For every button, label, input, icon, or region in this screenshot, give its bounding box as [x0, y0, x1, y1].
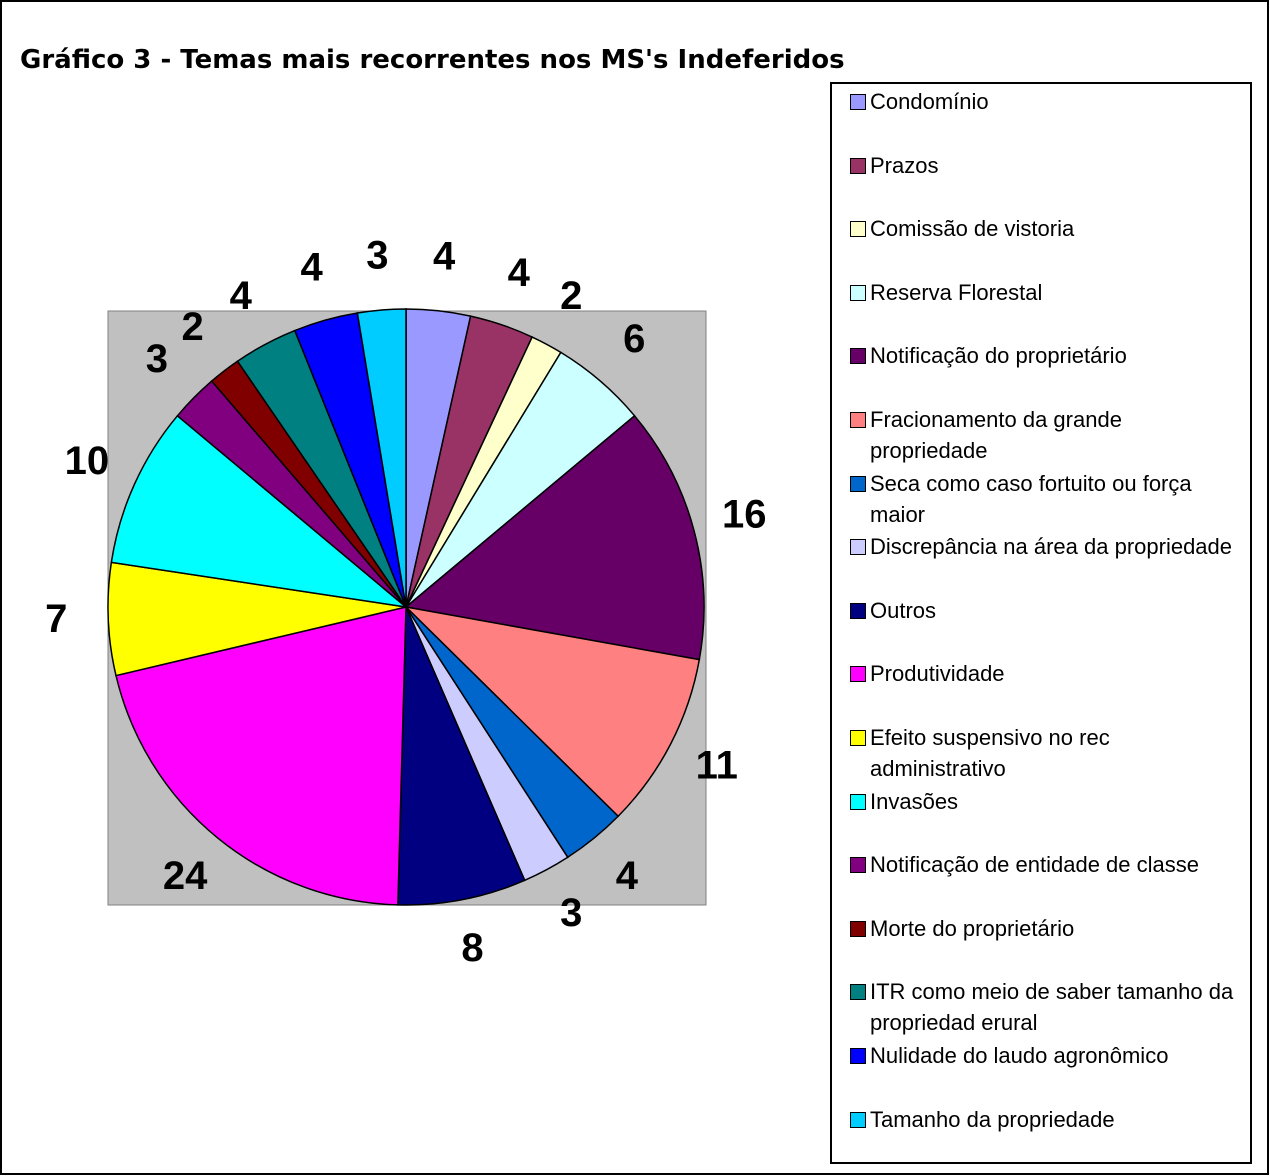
legend-swatch [850, 1048, 866, 1064]
data-label: 16 [722, 493, 767, 537]
legend-entry: Prazos [850, 150, 1245, 181]
legend-swatch [850, 412, 866, 428]
legend-entry: Seca como caso fortuito ou força maior [850, 468, 1245, 530]
data-label: 4 [616, 854, 639, 898]
legend-entry: Nulidade do laudo agronômico [850, 1040, 1245, 1071]
legend-label: Notificação do proprietário [870, 343, 1127, 369]
data-label: 10 [65, 439, 110, 483]
legend-label: Prazos [870, 152, 939, 178]
legend-swatch [850, 666, 866, 683]
legend-entry: Discrepância na área da propriedade [850, 531, 1245, 562]
pie-slice [403, 605, 701, 818]
data-label: 24 [163, 854, 208, 898]
legend-entry: Outros [850, 595, 1245, 626]
legend-swatch [850, 793, 866, 810]
legend-label: Efeito suspensivo no rec administrativo [870, 725, 1110, 781]
legend-label: Fracionamento da grande propriedade [870, 407, 1122, 463]
legend-swatch [850, 157, 866, 174]
legend-swatch [850, 602, 866, 619]
legend-label: Reserva Florestal [870, 279, 1043, 305]
data-label: 6 [623, 317, 645, 361]
legend-label: ITR como meio de saber tamanho da propri… [870, 979, 1234, 1036]
data-label: 3 [560, 891, 582, 935]
legend-swatch [850, 730, 866, 746]
legend-swatch [850, 857, 866, 874]
data-label: 8 [461, 926, 483, 970]
legend-entry: Produtividade [850, 658, 1245, 689]
legend-entry: Morte do proprietário [850, 913, 1245, 944]
legend-entry: Comissão de vistoria [850, 213, 1245, 244]
data-label: 4 [433, 235, 456, 279]
legend-swatch [850, 348, 866, 365]
legend-swatch [850, 284, 866, 301]
legend-entry: Condomínio [850, 86, 1245, 117]
legend-entry: Tamanho da propriedade [850, 1104, 1245, 1135]
data-label: 11 [696, 744, 738, 788]
legend-swatch [850, 94, 866, 110]
legend-label: Seca como caso fortuito ou força maior [870, 470, 1192, 527]
legend-label: Morte do proprietário [870, 915, 1075, 941]
legend-label: Invasões [870, 788, 959, 814]
pie-slice [356, 308, 407, 608]
legend-label: Nulidade do laudo agronômico [870, 1043, 1169, 1068]
chart-title: Gráfico 3 - Temas mais recorrentes nos M… [20, 45, 845, 75]
data-label: 4 [508, 251, 531, 295]
legend-label: Tamanho da propriedade [870, 1106, 1115, 1132]
legend-swatch [850, 539, 866, 556]
legend-label: Condomínio [870, 89, 989, 114]
legend: Condomínio Prazos Comissão de vistoria Rese… [830, 82, 1252, 1164]
legend-swatch [850, 221, 866, 238]
legend-entry: Fracionamento da grande propriedade [850, 404, 1245, 466]
pie-slice [397, 606, 526, 906]
pie-slice [115, 606, 407, 906]
pie-slice [110, 414, 409, 609]
data-label: 3 [146, 337, 168, 381]
legend-entry: ITR como meio de saber tamanho da propri… [850, 976, 1245, 1038]
legend-entry: Notificação do proprietário [850, 340, 1245, 371]
legend-label: Produtividade [870, 661, 1005, 687]
data-label: 3 [366, 234, 388, 278]
data-label: 7 [45, 597, 67, 641]
data-label: 2 [181, 305, 203, 349]
data-label: 4 [300, 246, 323, 290]
legend-entry: Notificação de entidade de classe [850, 849, 1245, 880]
legend-label: Outros [870, 597, 937, 623]
data-label: 2 [560, 274, 582, 318]
legend-swatch [850, 475, 866, 492]
legend-entry: Efeito suspensivo no rec administrativo [850, 722, 1245, 784]
legend-swatch [850, 984, 866, 1001]
legend-label: Comissão de vistoria [870, 216, 1075, 242]
pie-slice [404, 414, 705, 661]
legend-swatch [850, 1111, 866, 1128]
legend-label: Discrepância na área da propriedade [870, 534, 1233, 560]
data-label: 4 [230, 274, 253, 318]
legend-entry: Invasões [850, 786, 1245, 817]
legend-label: Notificação de entidade de classe [870, 852, 1199, 878]
legend-swatch [850, 920, 866, 937]
pie [107, 308, 705, 906]
legend-entry: Reserva Florestal [850, 277, 1245, 308]
